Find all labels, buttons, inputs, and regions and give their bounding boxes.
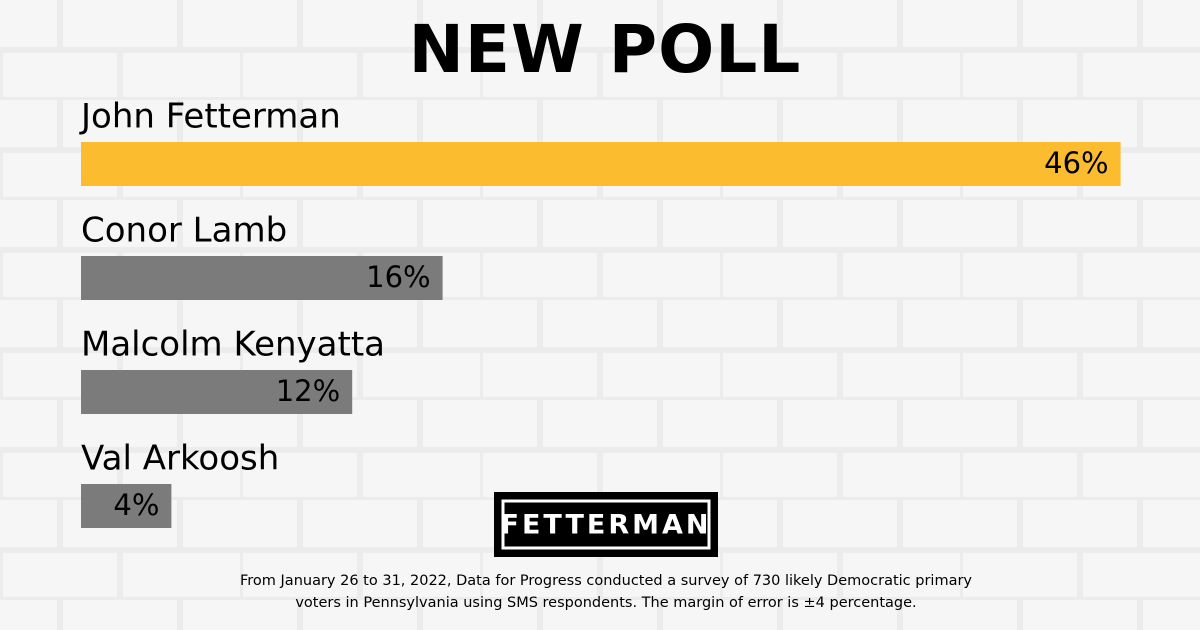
category-label: Malcolm Kenyatta	[81, 325, 385, 365]
bar	[81, 256, 443, 300]
footnote: voters in Pennsylvania using SMS respond…	[295, 595, 916, 611]
logo-box	[494, 492, 718, 557]
value-label: 4%	[113, 488, 159, 522]
bar	[81, 142, 1121, 186]
logo: FETTERMAN	[494, 492, 718, 557]
logo-text: FETTERMAN	[501, 510, 712, 541]
value-label: 16%	[366, 260, 430, 294]
category-label: John Fetterman	[79, 97, 341, 137]
bar	[81, 370, 353, 414]
chart-title: NEW POLL	[409, 11, 802, 88]
value-label: 12%	[276, 374, 340, 408]
category-label: Conor Lamb	[81, 211, 287, 251]
logo-border	[501, 499, 711, 550]
value-label: 46%	[1044, 146, 1108, 180]
bar	[81, 484, 172, 528]
footnote: From January 26 to 31, 2022, Data for Pr…	[240, 573, 972, 589]
category-label: Val Arkoosh	[81, 439, 279, 479]
